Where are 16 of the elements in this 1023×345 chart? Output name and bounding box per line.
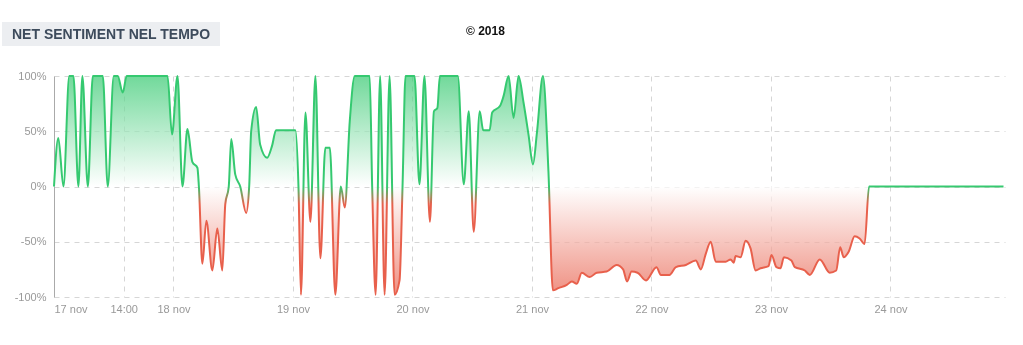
y-tick-label: 100% [18,69,47,82]
y-tick-label: 0% [30,180,47,192]
y-tick-label: -100% [14,290,47,303]
x-tick-label: 23 nov [754,302,789,315]
x-tick-label: 18 nov [157,302,192,315]
chart-title: NET SENTIMENT NEL TEMPO [2,22,221,46]
x-tick-label: 22 nov [635,302,669,315]
x-tick-label: 19 nov [276,302,311,315]
x-tick-label: 14:00 [110,302,138,315]
y-tick-label: 50% [24,124,47,137]
y-tick-label: -50% [20,235,47,248]
x-tick-label: 17 nov [54,302,89,315]
x-tick-label: 20 nov [396,302,430,315]
text: © 2018 [466,24,505,38]
x-tick-label: 24 nov [874,302,908,315]
x-tick-label: 21 nov [515,302,550,315]
